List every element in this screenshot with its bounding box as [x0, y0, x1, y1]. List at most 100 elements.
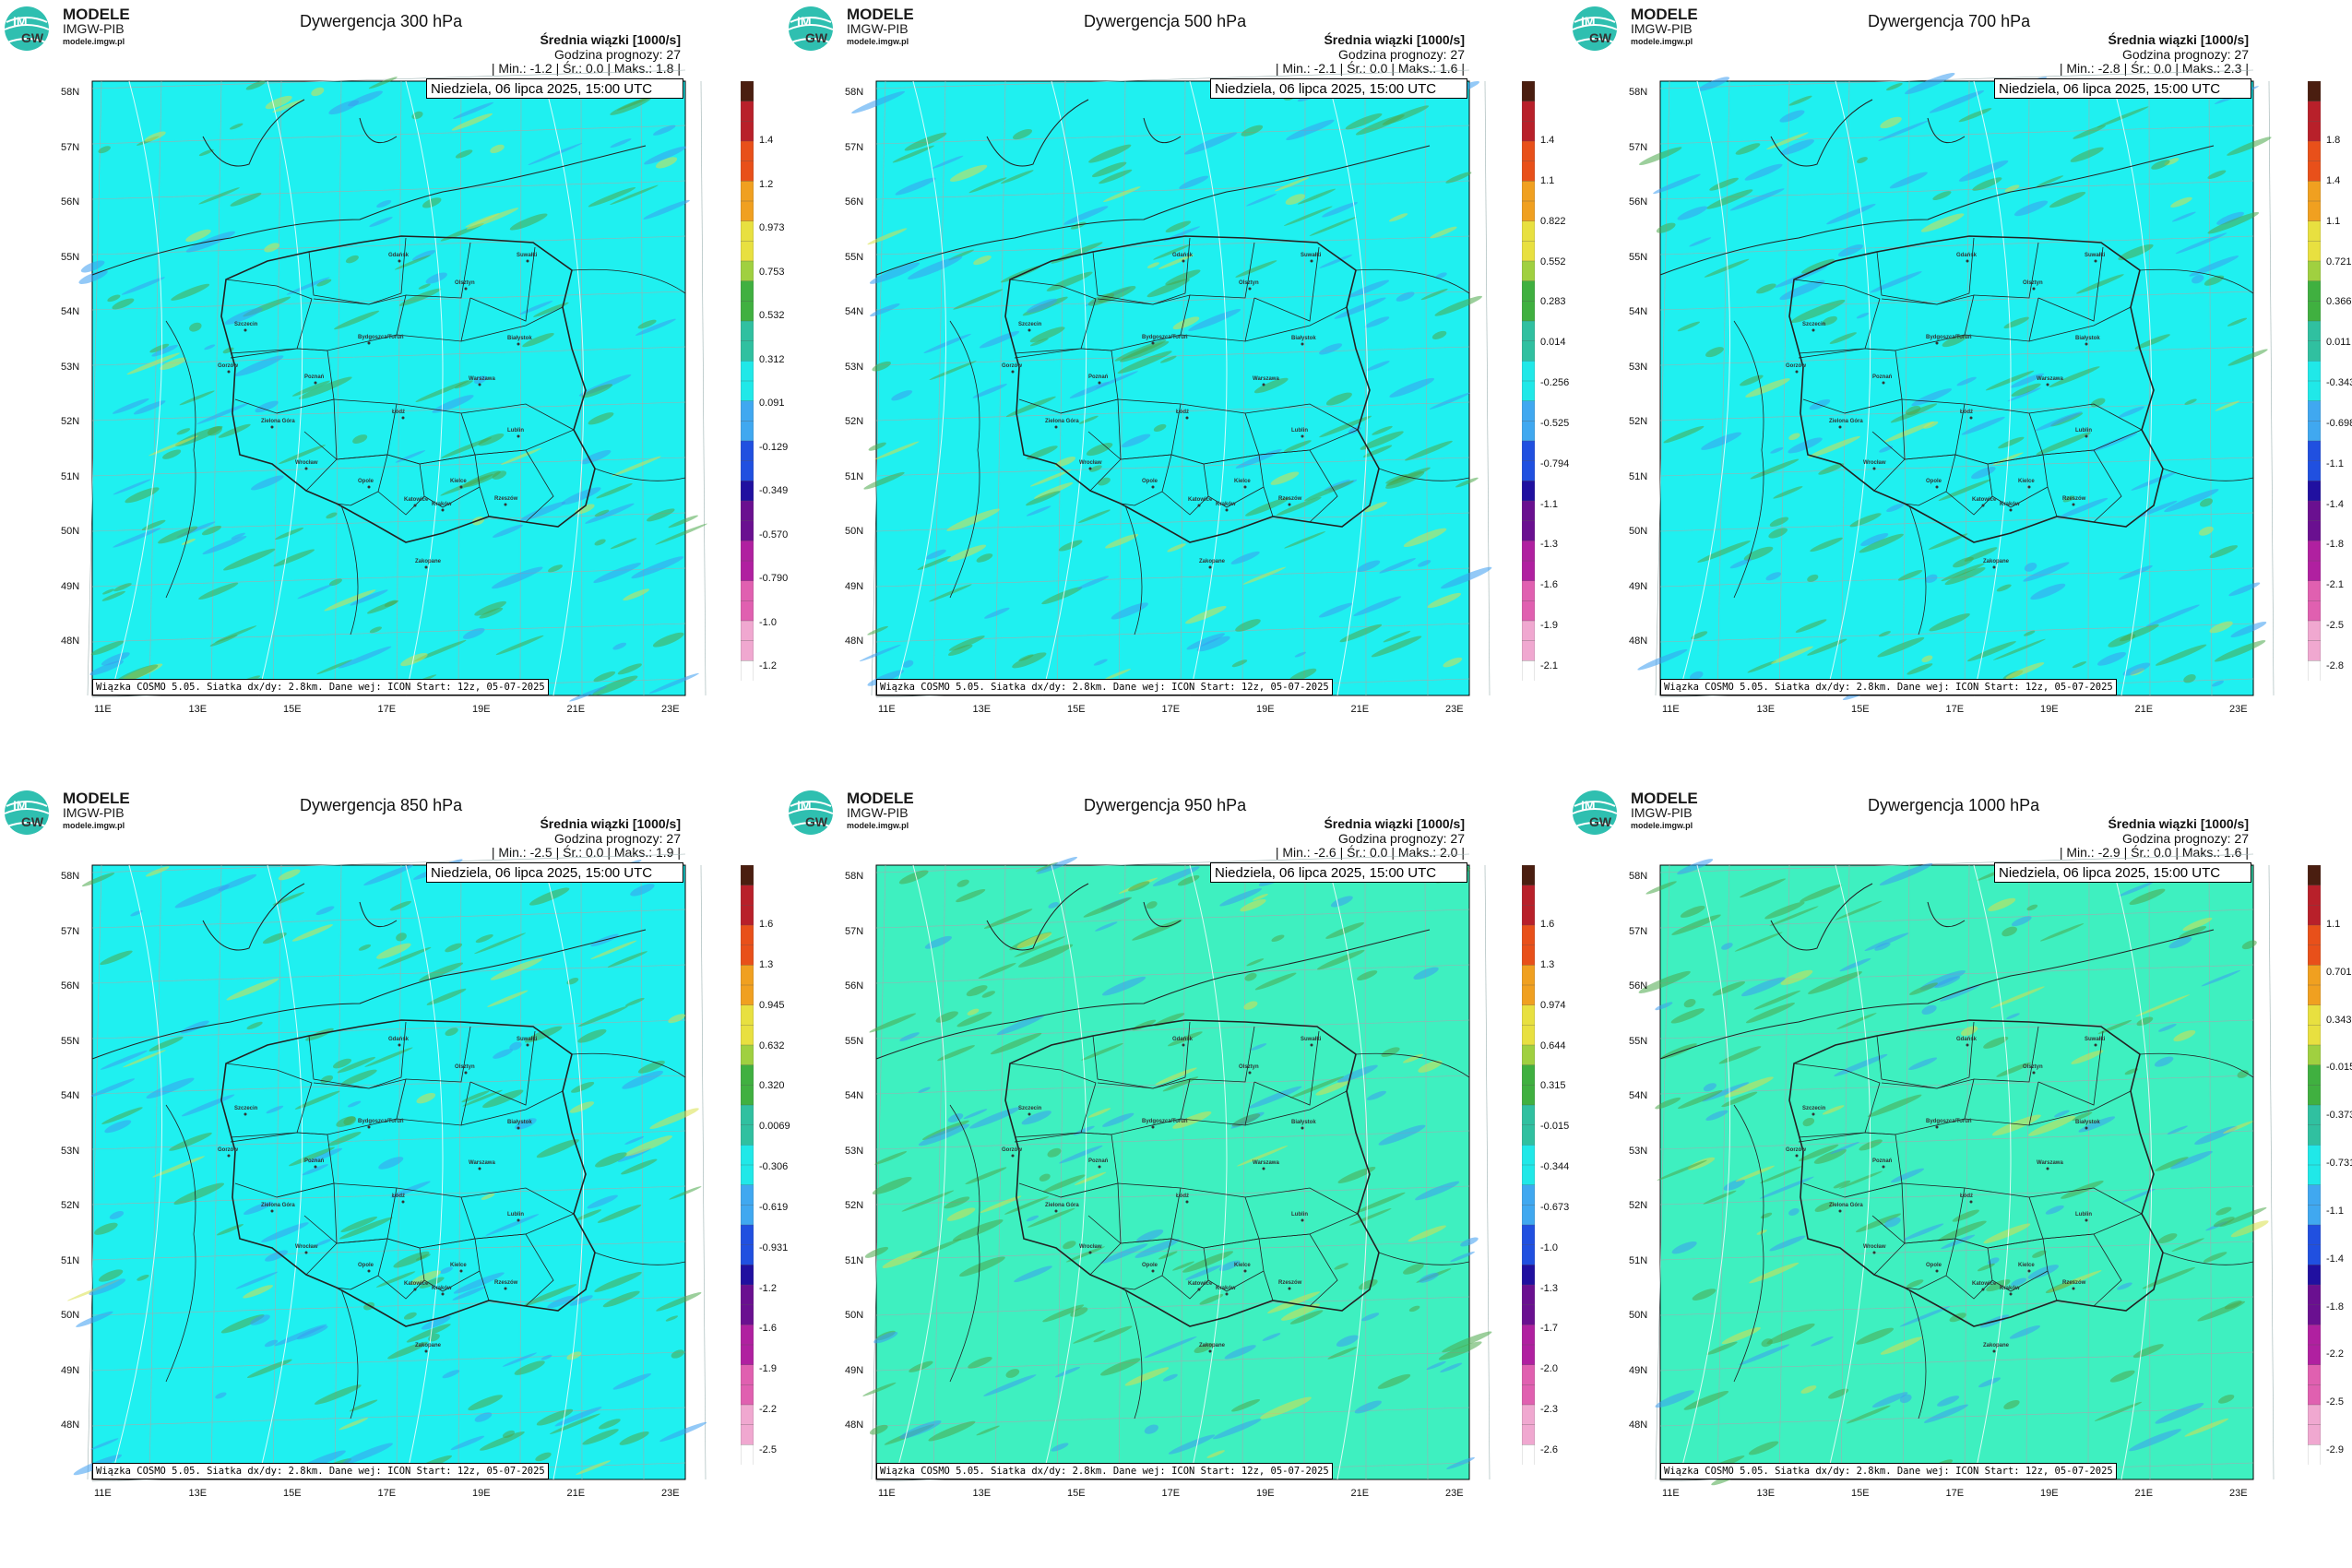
- divergence-streak: [1788, 437, 1823, 454]
- divergence-streak: [334, 310, 380, 330]
- divergence-streak: [1740, 977, 1786, 997]
- divergence-streak: [1735, 1165, 1775, 1182]
- divergence-streak: [948, 636, 985, 651]
- colorbar-swatch: [2307, 421, 2322, 442]
- divergence-streak: [1438, 1341, 1482, 1360]
- divergence-streak: [2072, 1111, 2093, 1122]
- divergence-streak: [1985, 370, 2035, 391]
- divergence-streak: [1334, 297, 1386, 319]
- divergence-streak: [2035, 411, 2083, 432]
- divergence-streak: [882, 1251, 922, 1269]
- city-dot: [1098, 381, 1101, 385]
- divergence-streak: [1231, 659, 1248, 668]
- city-dot: [1011, 370, 1015, 374]
- latitude-gridline: [91, 909, 686, 929]
- divergence-map-panel-5: IM GW MODELE IMGW-PIB modele.imgw.pl Dyw…: [784, 784, 1569, 1568]
- longitude-label: 13E: [972, 1488, 992, 1499]
- city-label: Kraków: [2000, 502, 2020, 507]
- city-label: Wrocław: [295, 1244, 318, 1250]
- longitude-gridline: [1241, 80, 1246, 696]
- latitude-gridline: [91, 401, 686, 422]
- colorbar-tick-label: -1.0: [759, 616, 777, 628]
- divergence-streak: [1705, 1110, 1728, 1121]
- divergence-streak: [377, 946, 432, 969]
- divergence-streak: [2218, 1394, 2235, 1404]
- divergence-streak: [104, 1120, 132, 1134]
- divergence-streak: [576, 1460, 612, 1475]
- latitude-label: 53N: [845, 361, 864, 373]
- colorbar-swatch: [1521, 181, 1536, 202]
- divergence-streak: [1800, 1385, 1817, 1394]
- colorbar-tick-label: -1.9: [759, 1363, 777, 1375]
- divergence-streak: [2023, 630, 2036, 636]
- divergence-streak: [148, 435, 199, 457]
- colorbar-swatch: [2307, 1004, 2322, 1026]
- city-dot: [1225, 1292, 1229, 1296]
- latitude-label: 48N: [845, 1420, 864, 1431]
- divergence-streak: [1938, 1220, 1987, 1241]
- divergence-streak: [1766, 1323, 1815, 1345]
- divergence-streak: [2109, 1370, 2135, 1383]
- divergence-streak: [2175, 232, 2227, 255]
- imgw-logo: IM GW MODELE IMGW-PIB modele.imgw.pl: [784, 0, 932, 55]
- city-label: Gorzów: [1002, 363, 1022, 369]
- colorbar-swatch: [740, 440, 754, 462]
- logo-line2: IMGW-PIB: [63, 21, 125, 36]
- divergence-streak: [1998, 436, 2025, 449]
- divergence-streak: [2204, 275, 2225, 286]
- city-dot: [227, 1154, 231, 1158]
- divergence-streak: [1677, 321, 1701, 332]
- divergence-streak: [133, 400, 166, 415]
- divergence-streak: [1697, 540, 1751, 563]
- logo-line1: MODELE: [1631, 6, 1698, 23]
- divergence-streak: [218, 423, 251, 438]
- city-dot: [1028, 1112, 1031, 1116]
- divergence-streak: [1718, 1046, 1762, 1064]
- forecast-hour: Godzina prognozy: 27: [1338, 47, 1465, 62]
- divergence-streak: [341, 1443, 393, 1465]
- colorbar-swatch: [2307, 520, 2322, 541]
- divergence-streak: [315, 1238, 333, 1246]
- divergence-streak: [1026, 491, 1061, 506]
- latitude-label: 51N: [1629, 470, 1648, 482]
- divergence-streak: [265, 95, 292, 110]
- divergence-streak: [453, 101, 494, 120]
- divergence-streak: [2071, 1050, 2104, 1064]
- latitude-label: 58N: [1629, 871, 1648, 882]
- divergence-streak: [1179, 175, 1209, 189]
- city-dot: [1301, 1126, 1304, 1130]
- colorbar-tick-label: -0.306: [759, 1161, 789, 1173]
- city-dot: [244, 328, 247, 332]
- divergence-streak: [1445, 172, 1472, 184]
- city-dot: [304, 467, 308, 470]
- divergence-streak: [631, 556, 684, 579]
- divergence-streak: [2182, 917, 2213, 932]
- divergence-streak: [1188, 308, 1241, 331]
- city-label: Łódź: [1176, 410, 1189, 415]
- colorbar-swatch: [2307, 181, 2322, 202]
- voivodeship-border: [225, 279, 313, 354]
- colorbar-tick-label: 1.1: [2326, 919, 2341, 930]
- divergence-streak: [2094, 1401, 2143, 1421]
- divergence-streak: [279, 445, 326, 465]
- divergence-streak: [652, 632, 684, 647]
- divergence-streak: [1878, 631, 1891, 637]
- divergence-streak: [151, 344, 178, 357]
- divergence-streak: [1956, 376, 1977, 386]
- divergence-streak: [1405, 440, 1453, 461]
- city-dot: [1992, 1349, 1996, 1353]
- divergence-streak: [231, 532, 245, 540]
- colorbar-swatch: [1521, 301, 1536, 322]
- latitude-gridline: [91, 180, 686, 200]
- divergence-streak: [2228, 582, 2261, 597]
- city-label: Zielona Góra: [1829, 1203, 1863, 1208]
- city-label: Opole: [358, 479, 374, 484]
- divergence-streak: [1345, 113, 1383, 130]
- colorbar-swatch: [2307, 1444, 2322, 1466]
- divergence-streak: [264, 243, 279, 253]
- divergence-streak: [1807, 574, 1819, 582]
- colorbar-tick-label: -2.5: [2326, 1396, 2344, 1408]
- longitude-gridline: [396, 864, 402, 1480]
- colorbar-swatch: [2307, 140, 2322, 162]
- latitude-gridline: [875, 235, 1470, 255]
